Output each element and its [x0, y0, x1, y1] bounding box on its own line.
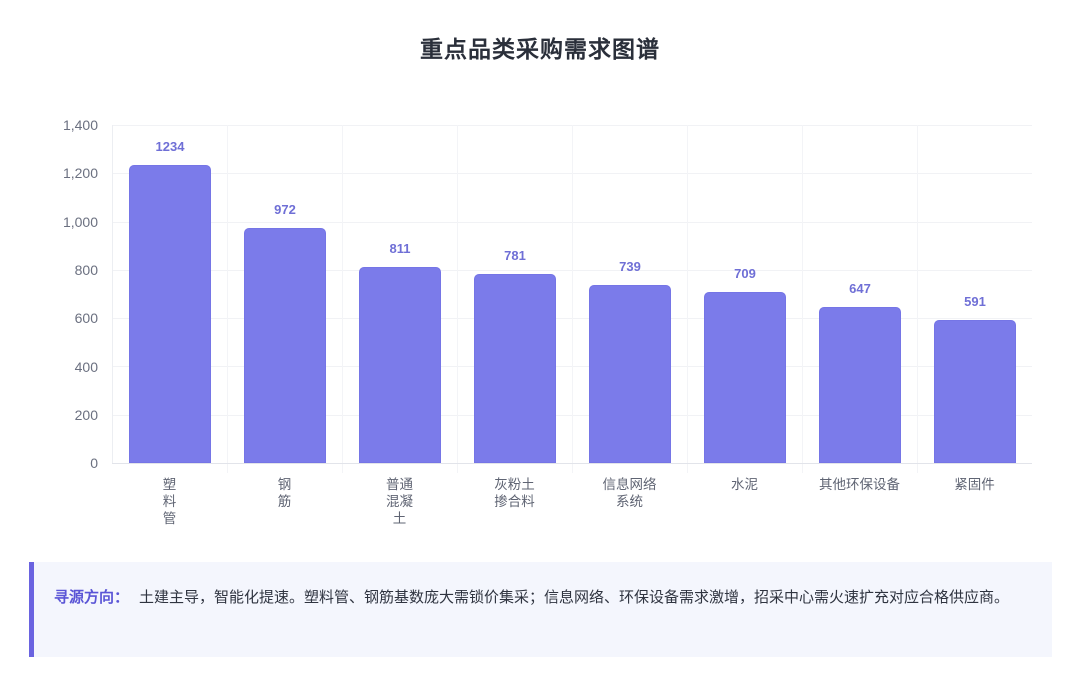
gridline-v	[687, 125, 688, 473]
callout-label: 寻源方向：	[54, 588, 130, 606]
x-tick-line: 水泥	[731, 477, 758, 493]
y-tick: 1,200	[62, 165, 98, 181]
sourcing-direction-callout: 寻源方向： 土建主导，智能化提速。塑料管、钢筋基数庞大需锁价集采；信息网络、环保设…	[29, 562, 1052, 657]
x-tick-line: 塑	[162, 477, 177, 493]
x-axis-line	[112, 463, 1032, 464]
x-tick-line: 料	[162, 494, 177, 510]
plot-area	[112, 125, 1032, 473]
x-tick-line: 钢	[277, 477, 292, 493]
x-tick-line: 信息网络	[602, 477, 657, 493]
bar-fly-ash-admixture[interactable]	[474, 274, 556, 463]
x-tick-info-network: 信息网络 系统	[572, 477, 687, 511]
x-tick-line: 混凝	[386, 494, 413, 510]
bar-rebar[interactable]	[244, 228, 326, 463]
x-tick-line: 紧固件	[954, 477, 995, 493]
bar-value-label: 811	[389, 241, 411, 256]
y-axis-line	[112, 125, 113, 463]
bar-value-label: 972	[274, 202, 296, 217]
x-tick-line: 筋	[277, 494, 292, 510]
bar-chart: 0 200 400 600 800 1,000 1,200 1,400 1234…	[62, 117, 1032, 528]
gridline-v	[572, 125, 573, 473]
bar-plastic-pipe[interactable]	[129, 165, 211, 463]
y-tick: 400	[74, 359, 98, 375]
bar-value-label: 591	[964, 294, 986, 309]
bar-value-label: 739	[619, 259, 641, 274]
x-tick-line: 掺合料	[494, 494, 535, 510]
y-tick: 1,000	[62, 214, 98, 230]
y-tick: 0	[90, 455, 98, 471]
chart-title: 重点品类采购需求图谱	[420, 37, 660, 63]
bar-value-label: 1234	[155, 139, 185, 154]
y-tick: 1,400	[62, 117, 98, 133]
x-tick-environmental-equipment: 其他环保设备	[802, 477, 917, 494]
gridline-v	[227, 125, 228, 473]
x-tick-line: 系统	[616, 494, 643, 510]
bar-value-label: 647	[849, 281, 871, 296]
bar-info-network[interactable]	[589, 285, 671, 463]
gridline-v	[457, 125, 458, 473]
x-tick-line: 其他环保设备	[819, 477, 900, 493]
bar-value-label: 709	[734, 266, 756, 281]
bar-cement[interactable]	[704, 292, 786, 463]
x-tick-line: 灰粉土	[494, 477, 535, 493]
x-tick-line: 普通	[386, 477, 413, 493]
x-tick-cement: 水泥	[687, 477, 802, 494]
x-tick-line: 管	[162, 511, 177, 527]
bar-fasteners[interactable]	[934, 320, 1016, 463]
bar-value-label: 781	[504, 248, 526, 263]
gridline-v	[802, 125, 803, 473]
gridline-v	[917, 125, 918, 473]
bar-environmental-equipment[interactable]	[819, 307, 901, 463]
x-tick-line: 土	[392, 511, 407, 527]
x-tick-rebar: 钢 筋	[227, 477, 342, 511]
bar-concrete[interactable]	[359, 267, 441, 463]
x-tick-fly-ash-admixture: 灰粉土 掺合料	[457, 477, 572, 511]
gridline-v	[342, 125, 343, 473]
x-tick-concrete: 普通 混凝 土	[342, 477, 457, 528]
y-tick: 600	[74, 310, 98, 326]
x-tick-plastic-pipe: 塑 料 管	[112, 477, 227, 528]
y-tick: 800	[74, 262, 98, 278]
callout-text: 土建主导，智能化提速。塑料管、钢筋基数庞大需锁价集采；信息网络、环保设备需求激增…	[139, 588, 1010, 606]
y-tick: 200	[74, 407, 98, 423]
x-tick-fasteners: 紧固件	[917, 477, 1032, 494]
